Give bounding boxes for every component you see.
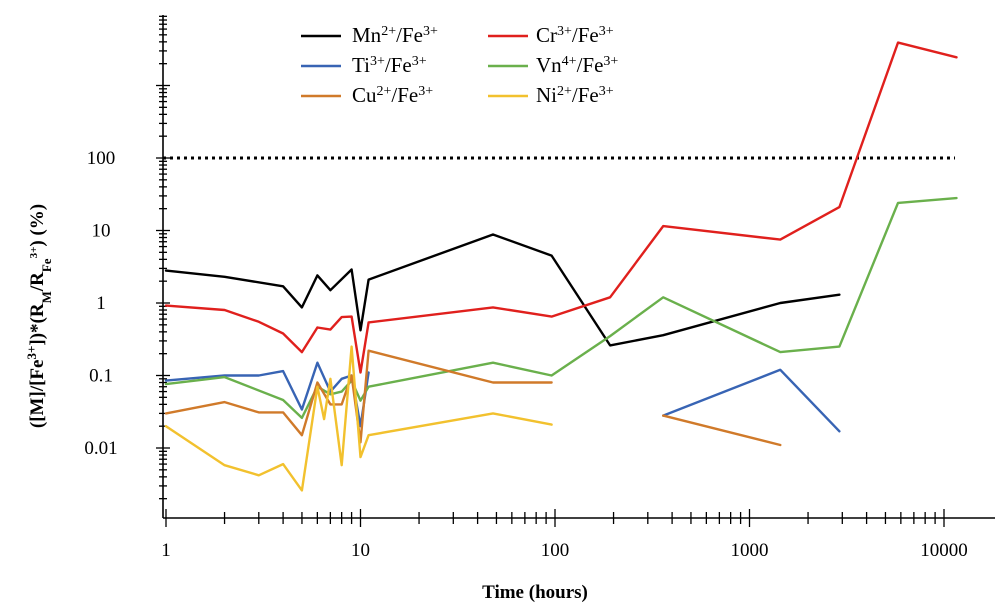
axes: 0.01 0.1 1 10 100 1 10 100 1000 10000 <box>84 15 995 561</box>
y-title-part-2: 3+ <box>24 346 39 360</box>
series-line-ni-0 <box>164 345 553 492</box>
y-tick-label: 100 <box>87 148 116 169</box>
legend-label: Ni2+/Fe3+ <box>536 83 614 107</box>
x-tick-label: 10 <box>351 540 370 561</box>
x-tick-label: 100 <box>541 540 570 561</box>
legend-item-cu: Cu2+/Fe3+ <box>301 83 433 107</box>
x-tick-labels: 1 10 100 1000 10000 <box>161 540 968 561</box>
series-cr <box>164 41 958 374</box>
series-line-cu-1 <box>662 414 782 447</box>
series-vn <box>164 196 958 420</box>
x-tick-label: 1000 <box>731 540 769 561</box>
x-tick-label: 1 <box>161 540 171 561</box>
y-tick-labels: 0.01 0.1 1 10 100 <box>84 148 117 459</box>
legend-item-cr: Cr3+/Fe3+ <box>488 23 614 47</box>
legend-label: Mn2+/Fe3+ <box>352 23 438 47</box>
legend-label: Cr3+/Fe3+ <box>536 23 614 47</box>
legend-item-ti: Ti3+/Fe3+ <box>301 53 427 77</box>
legend-label: Ti3+/Fe3+ <box>352 53 427 77</box>
legend-item-vn: Vn4+/Fe3+ <box>488 53 618 77</box>
legend: Mn2+/Fe3+ Cr3+/Fe3+ Ti3+/Fe3+ Vn4+/Fe3+ Cu2+… <box>301 23 618 107</box>
series-line-cu-0 <box>164 349 553 444</box>
y-tick-label: 1 <box>96 293 106 314</box>
y-title-part-6: Fe <box>39 258 54 272</box>
legend-label: Vn4+/Fe3+ <box>536 53 618 77</box>
y-title-part-7: 3+ <box>28 247 40 259</box>
y-tick-label: 10 <box>92 221 111 242</box>
legend-label: Cu2+/Fe3+ <box>352 83 433 107</box>
y-title-part-4: M <box>39 291 54 303</box>
series-line-mn-0 <box>164 233 841 347</box>
x-tick-label: 10000 <box>920 540 968 561</box>
x-minor-ticks <box>165 509 945 527</box>
y-minor-ticks <box>156 15 170 500</box>
y-title-part-8: ) (%) <box>27 204 48 247</box>
series-line-cr-0 <box>164 41 958 374</box>
legend-item-mn: Mn2+/Fe3+ <box>301 23 438 47</box>
series-cu <box>164 349 782 447</box>
series-mn <box>164 233 841 347</box>
series-line-vn-0 <box>164 196 958 420</box>
y-tick-label: 0.1 <box>89 366 113 387</box>
y-title-part-1: ([M]/[Fe <box>27 360 48 429</box>
series-lines <box>164 41 958 492</box>
series-ni <box>164 345 553 492</box>
y-tick-label: 0.01 <box>84 438 117 459</box>
series-ti <box>164 361 841 433</box>
y-axis-title: ([M]/[Fe3+])*(RM/RFe3+) (%) <box>24 204 54 428</box>
legend-item-ni: Ni2+/Fe3+ <box>488 83 614 107</box>
x-axis-title: Time (hours) <box>482 582 588 603</box>
series-line-ti-1 <box>662 368 841 433</box>
y-title-part-3: ])*(R <box>27 303 48 345</box>
y-title-part-5: /R <box>27 272 48 292</box>
